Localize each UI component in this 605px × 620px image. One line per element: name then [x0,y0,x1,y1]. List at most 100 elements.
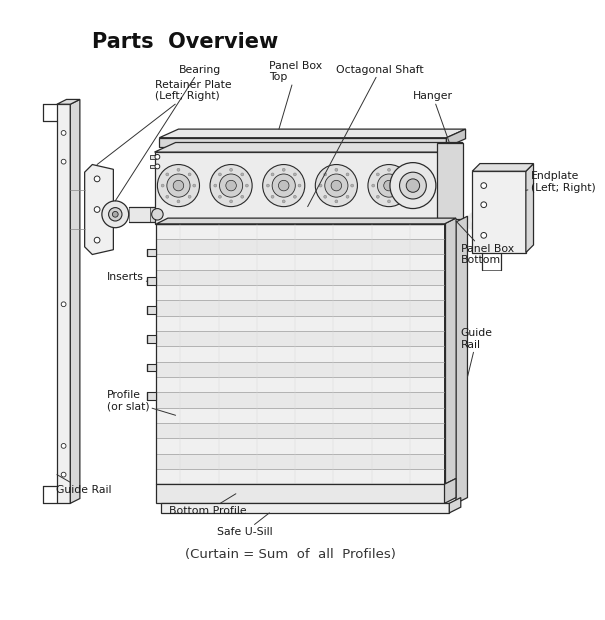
Polygon shape [157,361,445,377]
Circle shape [481,183,486,188]
Circle shape [298,184,301,187]
Polygon shape [450,498,461,513]
Polygon shape [255,206,276,222]
Circle shape [335,169,338,171]
Polygon shape [445,264,456,285]
Polygon shape [147,392,157,400]
Polygon shape [157,254,445,270]
Circle shape [157,164,200,206]
Circle shape [325,174,348,197]
Text: Guide Rail: Guide Rail [56,475,111,495]
Polygon shape [234,206,255,222]
Circle shape [376,195,379,198]
Polygon shape [157,438,445,454]
Polygon shape [85,164,113,254]
Polygon shape [445,433,456,454]
Polygon shape [129,206,149,222]
Text: Guide
Rail: Guide Rail [461,328,493,377]
Polygon shape [147,335,157,342]
Circle shape [155,154,160,159]
Polygon shape [147,363,157,371]
Circle shape [220,174,243,197]
Circle shape [188,195,191,198]
Circle shape [61,443,66,448]
Circle shape [271,195,274,198]
Text: Bottom Profile: Bottom Profile [169,494,246,516]
Polygon shape [473,164,534,171]
Polygon shape [192,206,213,222]
Text: Endplate
(Left; Right): Endplate (Left; Right) [526,171,595,193]
Circle shape [61,131,66,135]
Circle shape [193,184,195,187]
Polygon shape [445,234,456,254]
Polygon shape [159,129,466,138]
Text: Retainer Plate
(Left; Right): Retainer Plate (Left; Right) [97,80,231,164]
Polygon shape [473,171,526,252]
Circle shape [108,208,122,221]
Circle shape [230,200,232,203]
Circle shape [218,195,221,198]
Circle shape [226,180,237,191]
Polygon shape [157,316,445,331]
Text: Bearing: Bearing [116,64,221,201]
Circle shape [368,164,410,206]
Circle shape [390,162,436,208]
Text: LockSmith.com: LockSmith.com [290,179,535,327]
Polygon shape [297,206,308,222]
Circle shape [346,195,349,198]
Polygon shape [149,164,157,169]
Circle shape [241,173,244,176]
Polygon shape [437,143,463,219]
Circle shape [331,180,342,191]
Polygon shape [445,249,456,270]
Circle shape [166,195,169,198]
Text: Parts  Overview: Parts Overview [93,32,278,53]
Circle shape [399,172,427,199]
Circle shape [263,164,305,206]
Polygon shape [445,386,456,407]
Circle shape [481,202,486,208]
Polygon shape [157,454,445,469]
Circle shape [399,195,402,198]
Circle shape [319,184,322,187]
Polygon shape [70,99,80,503]
Polygon shape [445,371,456,392]
Circle shape [388,200,390,203]
Circle shape [376,173,379,176]
Circle shape [388,169,390,171]
Circle shape [246,184,248,187]
Circle shape [61,472,66,477]
Polygon shape [446,129,466,148]
Polygon shape [157,270,445,285]
Circle shape [188,173,191,176]
Circle shape [481,232,486,238]
Circle shape [372,184,374,187]
Circle shape [399,173,402,176]
Circle shape [218,173,221,176]
Polygon shape [526,164,534,252]
Circle shape [241,195,244,198]
Text: Octagonal Shaft: Octagonal Shaft [308,64,424,206]
Polygon shape [157,239,445,254]
Polygon shape [147,278,157,285]
Polygon shape [445,417,456,438]
Circle shape [384,180,394,191]
Circle shape [177,200,180,203]
Circle shape [272,174,295,197]
Polygon shape [157,301,445,316]
Circle shape [173,180,184,191]
Polygon shape [157,423,445,438]
Polygon shape [157,347,445,361]
Polygon shape [445,479,456,503]
Polygon shape [154,143,463,152]
Circle shape [324,173,327,176]
Polygon shape [445,463,456,484]
Polygon shape [57,104,70,503]
Polygon shape [456,216,468,503]
Polygon shape [154,152,442,224]
Polygon shape [159,138,446,148]
Polygon shape [157,218,456,224]
Polygon shape [157,407,445,423]
Circle shape [335,200,338,203]
Circle shape [61,302,66,307]
